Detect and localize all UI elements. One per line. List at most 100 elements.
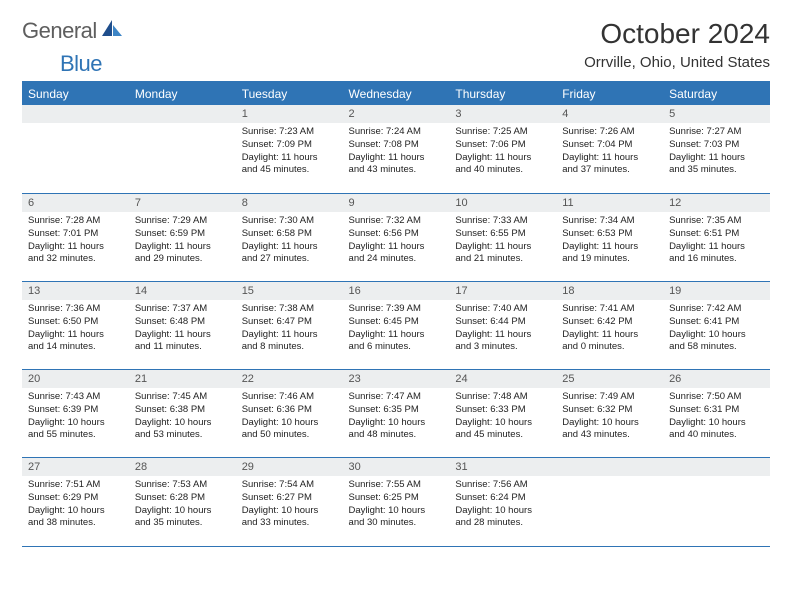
day-content: Sunrise: 7:49 AMSunset: 6:32 PMDaylight:…: [556, 388, 663, 446]
calendar-cell: 29Sunrise: 7:54 AMSunset: 6:27 PMDayligh…: [236, 458, 343, 547]
calendar-cell: 27Sunrise: 7:51 AMSunset: 6:29 PMDayligh…: [22, 458, 129, 547]
day-number: 10: [449, 194, 556, 212]
calendar-body: 1Sunrise: 7:23 AMSunset: 7:09 PMDaylight…: [22, 105, 770, 547]
calendar-cell: 4Sunrise: 7:26 AMSunset: 7:04 PMDaylight…: [556, 105, 663, 194]
weekday-header: Tuesday: [236, 82, 343, 105]
weekday-header: Thursday: [449, 82, 556, 105]
day-content: Sunrise: 7:53 AMSunset: 6:28 PMDaylight:…: [129, 476, 236, 534]
day-content: Sunrise: 7:26 AMSunset: 7:04 PMDaylight:…: [556, 123, 663, 181]
day-number: 6: [22, 194, 129, 212]
calendar-cell: 17Sunrise: 7:40 AMSunset: 6:44 PMDayligh…: [449, 282, 556, 370]
calendar-cell: 7Sunrise: 7:29 AMSunset: 6:59 PMDaylight…: [129, 194, 236, 282]
day-number: 14: [129, 282, 236, 300]
calendar-cell: 15Sunrise: 7:38 AMSunset: 6:47 PMDayligh…: [236, 282, 343, 370]
day-content: Sunrise: 7:24 AMSunset: 7:08 PMDaylight:…: [343, 123, 450, 181]
day-content: Sunrise: 7:48 AMSunset: 6:33 PMDaylight:…: [449, 388, 556, 446]
calendar-row: 20Sunrise: 7:43 AMSunset: 6:39 PMDayligh…: [22, 370, 770, 458]
calendar-cell: 10Sunrise: 7:33 AMSunset: 6:55 PMDayligh…: [449, 194, 556, 282]
weekday-header: Monday: [129, 82, 236, 105]
day-number: 25: [556, 370, 663, 388]
day-number: 3: [449, 105, 556, 123]
day-number: 23: [343, 370, 450, 388]
calendar-cell: 31Sunrise: 7:56 AMSunset: 6:24 PMDayligh…: [449, 458, 556, 547]
day-number: 20: [22, 370, 129, 388]
calendar-cell: 14Sunrise: 7:37 AMSunset: 6:48 PMDayligh…: [129, 282, 236, 370]
calendar-cell: [556, 458, 663, 547]
day-content: Sunrise: 7:43 AMSunset: 6:39 PMDaylight:…: [22, 388, 129, 446]
calendar-cell: [663, 458, 770, 547]
day-content: Sunrise: 7:50 AMSunset: 6:31 PMDaylight:…: [663, 388, 770, 446]
day-number: 31: [449, 458, 556, 476]
calendar-cell: 30Sunrise: 7:55 AMSunset: 6:25 PMDayligh…: [343, 458, 450, 547]
day-number: 12: [663, 194, 770, 212]
day-number: 29: [236, 458, 343, 476]
day-number: 15: [236, 282, 343, 300]
calendar-cell: 13Sunrise: 7:36 AMSunset: 6:50 PMDayligh…: [22, 282, 129, 370]
day-content: Sunrise: 7:23 AMSunset: 7:09 PMDaylight:…: [236, 123, 343, 181]
day-content: Sunrise: 7:29 AMSunset: 6:59 PMDaylight:…: [129, 212, 236, 270]
weekday-header: Wednesday: [343, 82, 450, 105]
day-number: 13: [22, 282, 129, 300]
day-content: Sunrise: 7:54 AMSunset: 6:27 PMDaylight:…: [236, 476, 343, 534]
day-number: 30: [343, 458, 450, 476]
day-content: Sunrise: 7:25 AMSunset: 7:06 PMDaylight:…: [449, 123, 556, 181]
day-content: Sunrise: 7:42 AMSunset: 6:41 PMDaylight:…: [663, 300, 770, 358]
calendar-cell: 6Sunrise: 7:28 AMSunset: 7:01 PMDaylight…: [22, 194, 129, 282]
day-number: 2: [343, 105, 450, 123]
weekday-header: Sunday: [22, 82, 129, 105]
day-content: Sunrise: 7:32 AMSunset: 6:56 PMDaylight:…: [343, 212, 450, 270]
day-content: Sunrise: 7:27 AMSunset: 7:03 PMDaylight:…: [663, 123, 770, 181]
day-number: 9: [343, 194, 450, 212]
weekday-header: Friday: [556, 82, 663, 105]
calendar-cell: 22Sunrise: 7:46 AMSunset: 6:36 PMDayligh…: [236, 370, 343, 458]
calendar-table: SundayMondayTuesdayWednesdayThursdayFrid…: [22, 81, 770, 547]
day-content: Sunrise: 7:46 AMSunset: 6:36 PMDaylight:…: [236, 388, 343, 446]
day-number: 17: [449, 282, 556, 300]
day-content: Sunrise: 7:35 AMSunset: 6:51 PMDaylight:…: [663, 212, 770, 270]
day-number: 21: [129, 370, 236, 388]
day-number: 27: [22, 458, 129, 476]
day-content: Sunrise: 7:55 AMSunset: 6:25 PMDaylight:…: [343, 476, 450, 534]
day-number: 8: [236, 194, 343, 212]
logo: General: [22, 18, 125, 44]
day-content: Sunrise: 7:37 AMSunset: 6:48 PMDaylight:…: [129, 300, 236, 358]
day-content: Sunrise: 7:40 AMSunset: 6:44 PMDaylight:…: [449, 300, 556, 358]
day-content: Sunrise: 7:51 AMSunset: 6:29 PMDaylight:…: [22, 476, 129, 534]
calendar-cell: 28Sunrise: 7:53 AMSunset: 6:28 PMDayligh…: [129, 458, 236, 547]
location-text: Orrville, Ohio, United States: [584, 54, 770, 71]
day-number: 16: [343, 282, 450, 300]
calendar-cell: 16Sunrise: 7:39 AMSunset: 6:45 PMDayligh…: [343, 282, 450, 370]
calendar-cell: 11Sunrise: 7:34 AMSunset: 6:53 PMDayligh…: [556, 194, 663, 282]
calendar-cell: 26Sunrise: 7:50 AMSunset: 6:31 PMDayligh…: [663, 370, 770, 458]
calendar-cell: 21Sunrise: 7:45 AMSunset: 6:38 PMDayligh…: [129, 370, 236, 458]
day-number: 28: [129, 458, 236, 476]
month-title: October 2024: [584, 18, 770, 50]
day-number: 22: [236, 370, 343, 388]
day-number: 7: [129, 194, 236, 212]
calendar-cell: 3Sunrise: 7:25 AMSunset: 7:06 PMDaylight…: [449, 105, 556, 194]
day-content: Sunrise: 7:34 AMSunset: 6:53 PMDaylight:…: [556, 212, 663, 270]
calendar-cell: 2Sunrise: 7:24 AMSunset: 7:08 PMDaylight…: [343, 105, 450, 194]
calendar-cell: 25Sunrise: 7:49 AMSunset: 6:32 PMDayligh…: [556, 370, 663, 458]
calendar-row: 1Sunrise: 7:23 AMSunset: 7:09 PMDaylight…: [22, 105, 770, 194]
day-number: 5: [663, 105, 770, 123]
calendar-cell: 9Sunrise: 7:32 AMSunset: 6:56 PMDaylight…: [343, 194, 450, 282]
day-content: Sunrise: 7:56 AMSunset: 6:24 PMDaylight:…: [449, 476, 556, 534]
day-number: 11: [556, 194, 663, 212]
calendar-header-row: SundayMondayTuesdayWednesdayThursdayFrid…: [22, 82, 770, 105]
calendar-cell: 1Sunrise: 7:23 AMSunset: 7:09 PMDaylight…: [236, 105, 343, 194]
calendar-row: 6Sunrise: 7:28 AMSunset: 7:01 PMDaylight…: [22, 194, 770, 282]
day-content: Sunrise: 7:38 AMSunset: 6:47 PMDaylight:…: [236, 300, 343, 358]
day-content: Sunrise: 7:45 AMSunset: 6:38 PMDaylight:…: [129, 388, 236, 446]
calendar-cell: 5Sunrise: 7:27 AMSunset: 7:03 PMDaylight…: [663, 105, 770, 194]
day-content: Sunrise: 7:39 AMSunset: 6:45 PMDaylight:…: [343, 300, 450, 358]
day-content: Sunrise: 7:30 AMSunset: 6:58 PMDaylight:…: [236, 212, 343, 270]
day-content: Sunrise: 7:28 AMSunset: 7:01 PMDaylight:…: [22, 212, 129, 270]
day-number: 19: [663, 282, 770, 300]
calendar-cell: [22, 105, 129, 194]
calendar-cell: 8Sunrise: 7:30 AMSunset: 6:58 PMDaylight…: [236, 194, 343, 282]
day-number: 26: [663, 370, 770, 388]
calendar-cell: 23Sunrise: 7:47 AMSunset: 6:35 PMDayligh…: [343, 370, 450, 458]
day-number: 24: [449, 370, 556, 388]
calendar-cell: 20Sunrise: 7:43 AMSunset: 6:39 PMDayligh…: [22, 370, 129, 458]
